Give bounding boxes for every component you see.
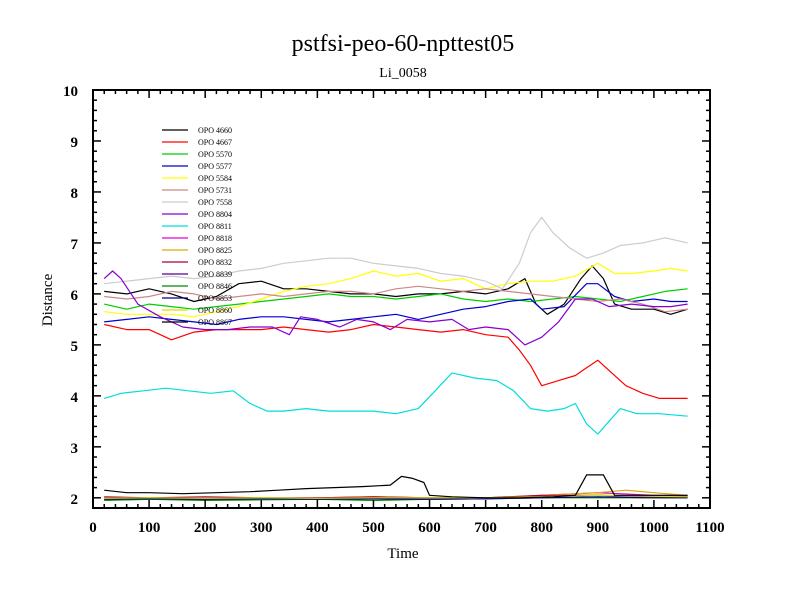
x-tick-label: 900 [587,520,610,536]
legend-label: OPO 8825 [198,246,232,255]
y-tick-label: 9 [71,135,79,151]
y-tick-label: 5 [71,339,79,355]
legend-label: OPO 5570 [198,150,232,159]
y-axis-label: Distance [40,273,56,326]
x-tick-label: 700 [474,520,497,536]
x-tick-label: 0 [89,520,97,536]
legend-label: OPO 8867 [198,318,232,327]
plot-frame [92,89,711,509]
x-tick-label: 1100 [695,520,724,536]
legend-label: OPO 7558 [198,198,232,207]
series-line-opo-8804 [103,270,688,346]
series-line-opo-7558 [104,216,688,290]
chart-subtitle: Li_0058 [379,66,426,81]
legend-label: OPO 8846 [198,282,232,291]
series-line-opo-8853 [104,496,688,500]
y-tick-label: 2 [71,492,79,508]
chart-title: pstfsi-peo-60-npttest05 [292,31,515,57]
x-tick-label: 600 [418,520,441,536]
y-tick-label: 6 [71,288,79,304]
series-layer [103,216,688,501]
legend-label: OPO 5577 [198,162,232,171]
x-tick-label: 100 [138,520,161,536]
y-tick-label: 8 [71,186,79,202]
x-axis: 0 100 200 300 400 500 600 700 800 900 1000 1100 [89,90,725,536]
legend-label: OPO 8853 [198,294,232,303]
x-tick-label: 400 [306,520,329,536]
x-tick-label: 200 [194,520,217,536]
legend-label: OPO 8818 [198,234,232,243]
series-line-opo-8811 [104,372,688,435]
series-line-opo-5570 [104,288,688,310]
x-tick-label: 800 [530,520,553,536]
legend-label: OPO 8832 [198,258,232,267]
legend-label: OPO 5584 [198,174,232,183]
y-axis: 2 3 4 5 6 7 8 9 10 [63,84,710,508]
y-tick-label: 4 [71,390,79,406]
y-tick-label: 3 [71,441,79,457]
legend-label: OPO 4667 [198,138,232,147]
series-line-opo-8846 [104,497,688,501]
legend-label: OPO 8860 [198,306,232,315]
legend-label: OPO 8804 [198,210,232,219]
legend-label: OPO 4660 [198,126,232,135]
x-axis-label: Time [387,546,418,562]
y-tick-label: 10 [63,84,78,100]
legend-label: OPO 8811 [198,222,232,231]
x-tick-label: 500 [362,520,385,536]
legend: OPO 4660 OPO 4667 OPO 5570 OPO 5577 OPO 5584… [162,126,232,327]
series-line-opo-8867 [104,474,688,499]
series-line-opo-8860 [104,494,688,499]
x-tick-label: 300 [250,520,273,536]
x-tick-label: 1000 [639,520,669,536]
legend-label: OPO 8839 [198,270,232,279]
series-line-opo-5577 [104,283,688,326]
legend-label: OPO 5731 [198,186,232,195]
series-line-opo-5584 [104,262,688,318]
y-tick-label: 7 [71,237,79,253]
series-line-opo-5731 [104,285,688,313]
